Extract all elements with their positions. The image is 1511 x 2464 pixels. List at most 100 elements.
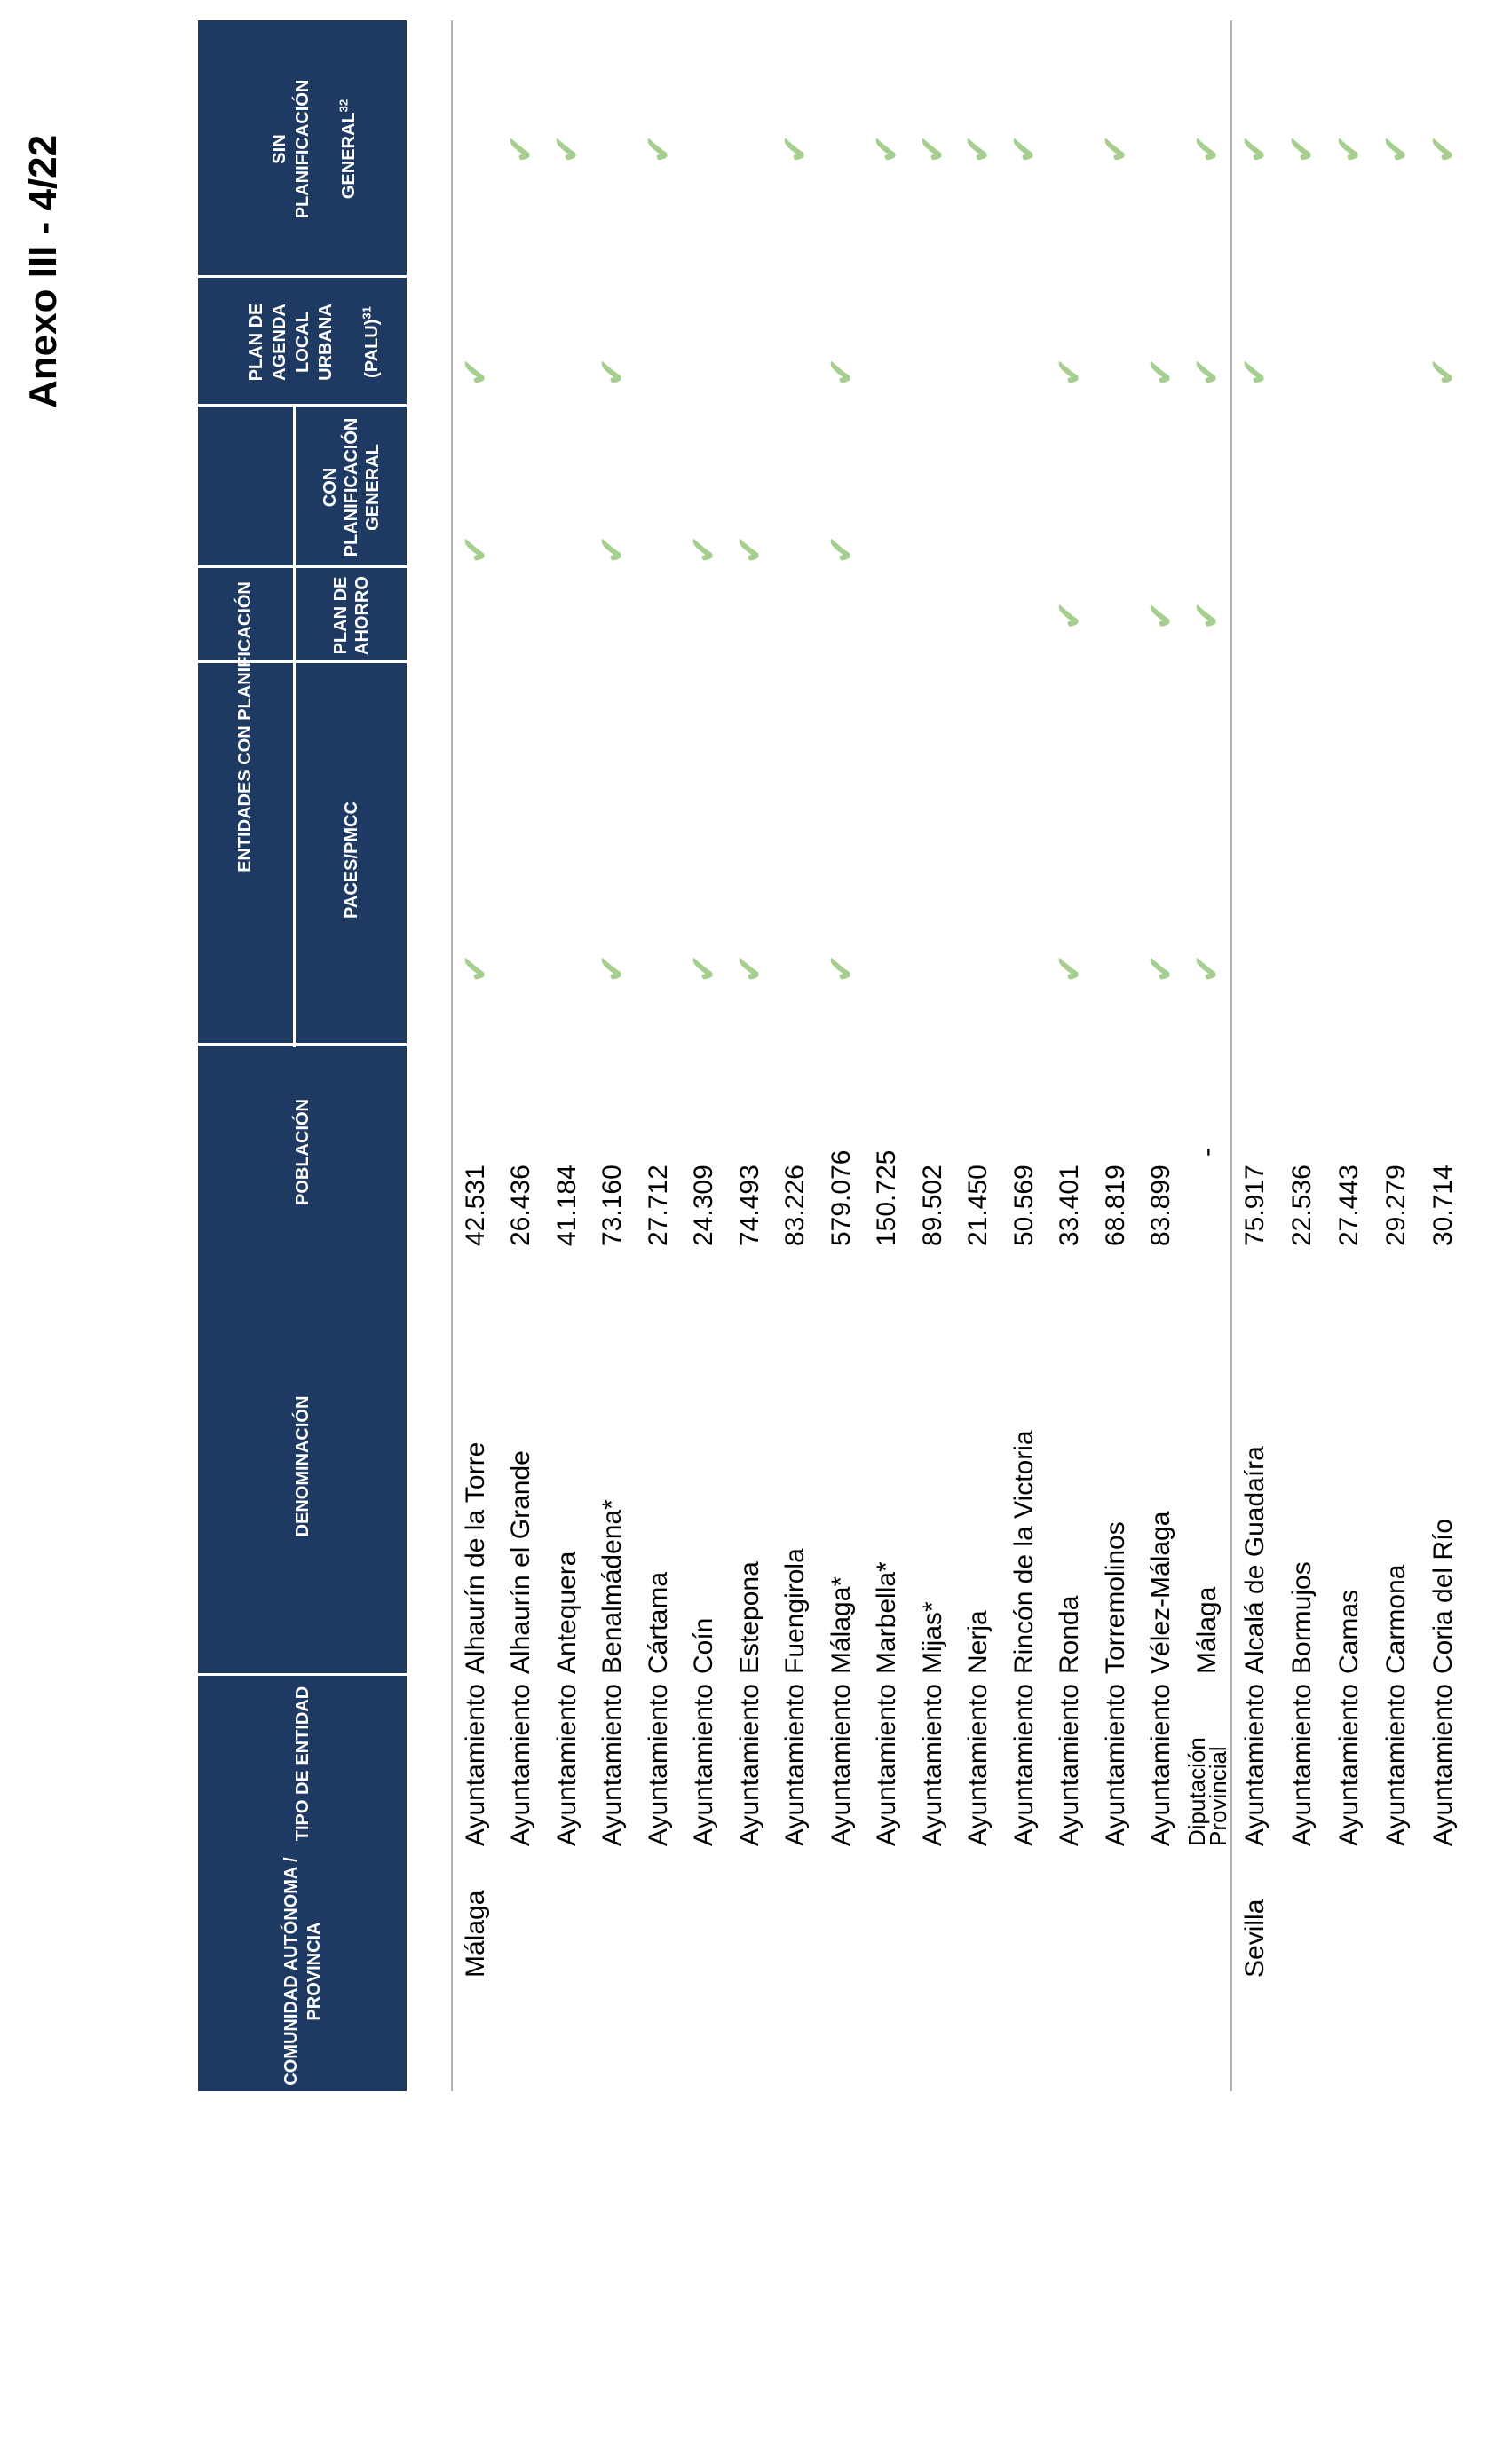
cell-denominacion: Alhaurín el Grande <box>506 1450 536 1674</box>
cell-poblacion: 89.502 <box>917 1165 947 1246</box>
cell-poblacion: 22.536 <box>1287 1165 1317 1246</box>
cell-tipo: Ayuntamiento <box>643 1684 673 1846</box>
cell-poblacion: 74.493 <box>734 1165 764 1246</box>
header-gap <box>407 20 451 2091</box>
check-con-planificacion <box>1093 407 1139 568</box>
check-palu: ✔ <box>593 357 633 387</box>
check-con-planificacion <box>956 407 1002 568</box>
check-palu <box>544 278 590 407</box>
cell-provincia: Sevilla <box>1240 1899 1270 1978</box>
check-paces <box>1420 663 1467 1047</box>
check-palu: ✔ <box>1424 357 1463 387</box>
check-palu <box>956 278 1002 407</box>
cell-denominacion: Mijas* <box>917 1601 947 1674</box>
check-palu: ✔ <box>1050 357 1090 387</box>
check-ahorro <box>636 568 682 663</box>
check-con-planificacion <box>1232 407 1279 568</box>
check-palu: ✔ <box>1187 357 1227 387</box>
cell-provincia <box>1001 1852 1048 2091</box>
check-paces <box>499 663 545 1047</box>
check-sin-planificacion: ✔ <box>1187 134 1227 164</box>
check-con-planificacion <box>1279 407 1326 568</box>
cell-provincia <box>1139 1852 1185 2091</box>
header-separator <box>198 660 407 663</box>
check-paces <box>910 663 956 1047</box>
check-paces: ✔ <box>1142 953 1182 983</box>
check-con-planificacion <box>773 407 819 568</box>
check-ahorro <box>1001 568 1048 663</box>
check-palu <box>1279 278 1326 407</box>
cell-provincia <box>956 1852 1002 2091</box>
check-con-planificacion <box>1420 407 1467 568</box>
check-ahorro: ✔ <box>1050 600 1090 631</box>
check-palu <box>636 278 682 407</box>
check-sin-planificacion <box>819 20 865 278</box>
cell-poblacion: 24.309 <box>689 1165 719 1246</box>
cell-poblacion: 83.899 <box>1146 1165 1176 1246</box>
cell-poblacion: 26.436 <box>506 1165 536 1246</box>
cell-provincia <box>499 1852 545 2091</box>
check-sin-planificacion: ✔ <box>1424 134 1463 164</box>
check-sin-planificacion: ✔ <box>1096 134 1135 164</box>
check-paces <box>956 663 1002 1047</box>
cell-tipo: Ayuntamiento <box>1009 1684 1039 1846</box>
cell-provincia <box>865 1852 911 2091</box>
table-row: Ayuntamiento Coín 24.309 ✔ ✔ <box>682 20 728 2091</box>
cell-tipo: Ayuntamiento <box>917 1684 947 1846</box>
check-paces <box>636 663 682 1047</box>
check-paces: ✔ <box>455 953 495 983</box>
table-row: Ayuntamiento Coria del Río 30.714 ✔ ✔ <box>1420 20 1467 2091</box>
check-ahorro <box>1232 568 1279 663</box>
check-paces <box>1279 663 1326 1047</box>
table-header: COMUNIDAD AUTÓNOMA / PROVINCIA TIPO DE E… <box>198 20 407 2091</box>
check-palu <box>727 278 773 407</box>
cell-tipo: Ayuntamiento <box>1428 1684 1458 1846</box>
check-ahorro <box>773 568 819 663</box>
check-con-planificacion <box>910 407 956 568</box>
cell-denominacion: Antequera <box>551 1551 581 1674</box>
cell-poblacion: 42.531 <box>460 1165 490 1246</box>
cell-provincia <box>727 1852 773 2091</box>
check-ahorro <box>727 568 773 663</box>
check-palu <box>499 278 545 407</box>
cell-poblacion: 579.076 <box>826 1149 856 1246</box>
cell-provincia: Málaga <box>460 1890 490 1978</box>
check-palu <box>1373 278 1420 407</box>
cell-provincia <box>636 1852 682 2091</box>
check-con-planificacion: ✔ <box>684 534 724 565</box>
check-sin-planificacion <box>590 20 637 278</box>
check-sin-planificacion: ✔ <box>1283 134 1322 164</box>
cell-denominacion: Coín <box>689 1617 719 1674</box>
cell-poblacion: 41.184 <box>551 1165 581 1246</box>
cell-tipo: Ayuntamiento <box>1287 1684 1317 1846</box>
cell-denominacion: Alcalá de Guadaíra <box>1240 1446 1270 1674</box>
cell-poblacion: 29.279 <box>1381 1165 1411 1246</box>
header-sin-lines: SIN PLANIFICACIÓN <box>269 79 312 219</box>
cell-provincia <box>1048 1852 1094 2091</box>
check-ahorro <box>1279 568 1326 663</box>
check-paces: ✔ <box>730 953 770 983</box>
cell-denominacion: Nerja <box>963 1610 993 1674</box>
check-palu: ✔ <box>455 357 495 387</box>
header-palu-last: (PALU) <box>361 319 382 378</box>
check-ahorro <box>544 568 590 663</box>
check-sin-planificacion: ✔ <box>1330 134 1369 164</box>
check-sin-planificacion <box>1139 20 1185 278</box>
cell-provincia <box>1184 1852 1230 2091</box>
cell-tipo: Ayuntamiento <box>1100 1684 1130 1846</box>
check-palu <box>773 278 819 407</box>
table-row: Ayuntamiento Torremolinos 68.819 ✔ <box>1093 20 1139 2091</box>
header-palu: PLAN DE AGENDA LOCAL URBANA (PALU)31 <box>198 278 407 407</box>
header-separator <box>198 275 407 278</box>
check-paces <box>1326 663 1373 1047</box>
check-sin-planificacion: ✔ <box>547 134 587 164</box>
check-paces <box>1373 663 1420 1047</box>
check-con-planificacion <box>1139 407 1185 568</box>
header-sin-last: GENERAL <box>338 112 359 200</box>
cell-tipo: Ayuntamiento <box>780 1684 811 1846</box>
check-ahorro <box>819 568 865 663</box>
check-ahorro: ✔ <box>1187 600 1227 631</box>
cell-denominacion: Carmona <box>1381 1564 1411 1674</box>
check-paces <box>1001 663 1048 1047</box>
header-plan-de-ahorro: PLAN DE AHORRO <box>330 576 372 655</box>
